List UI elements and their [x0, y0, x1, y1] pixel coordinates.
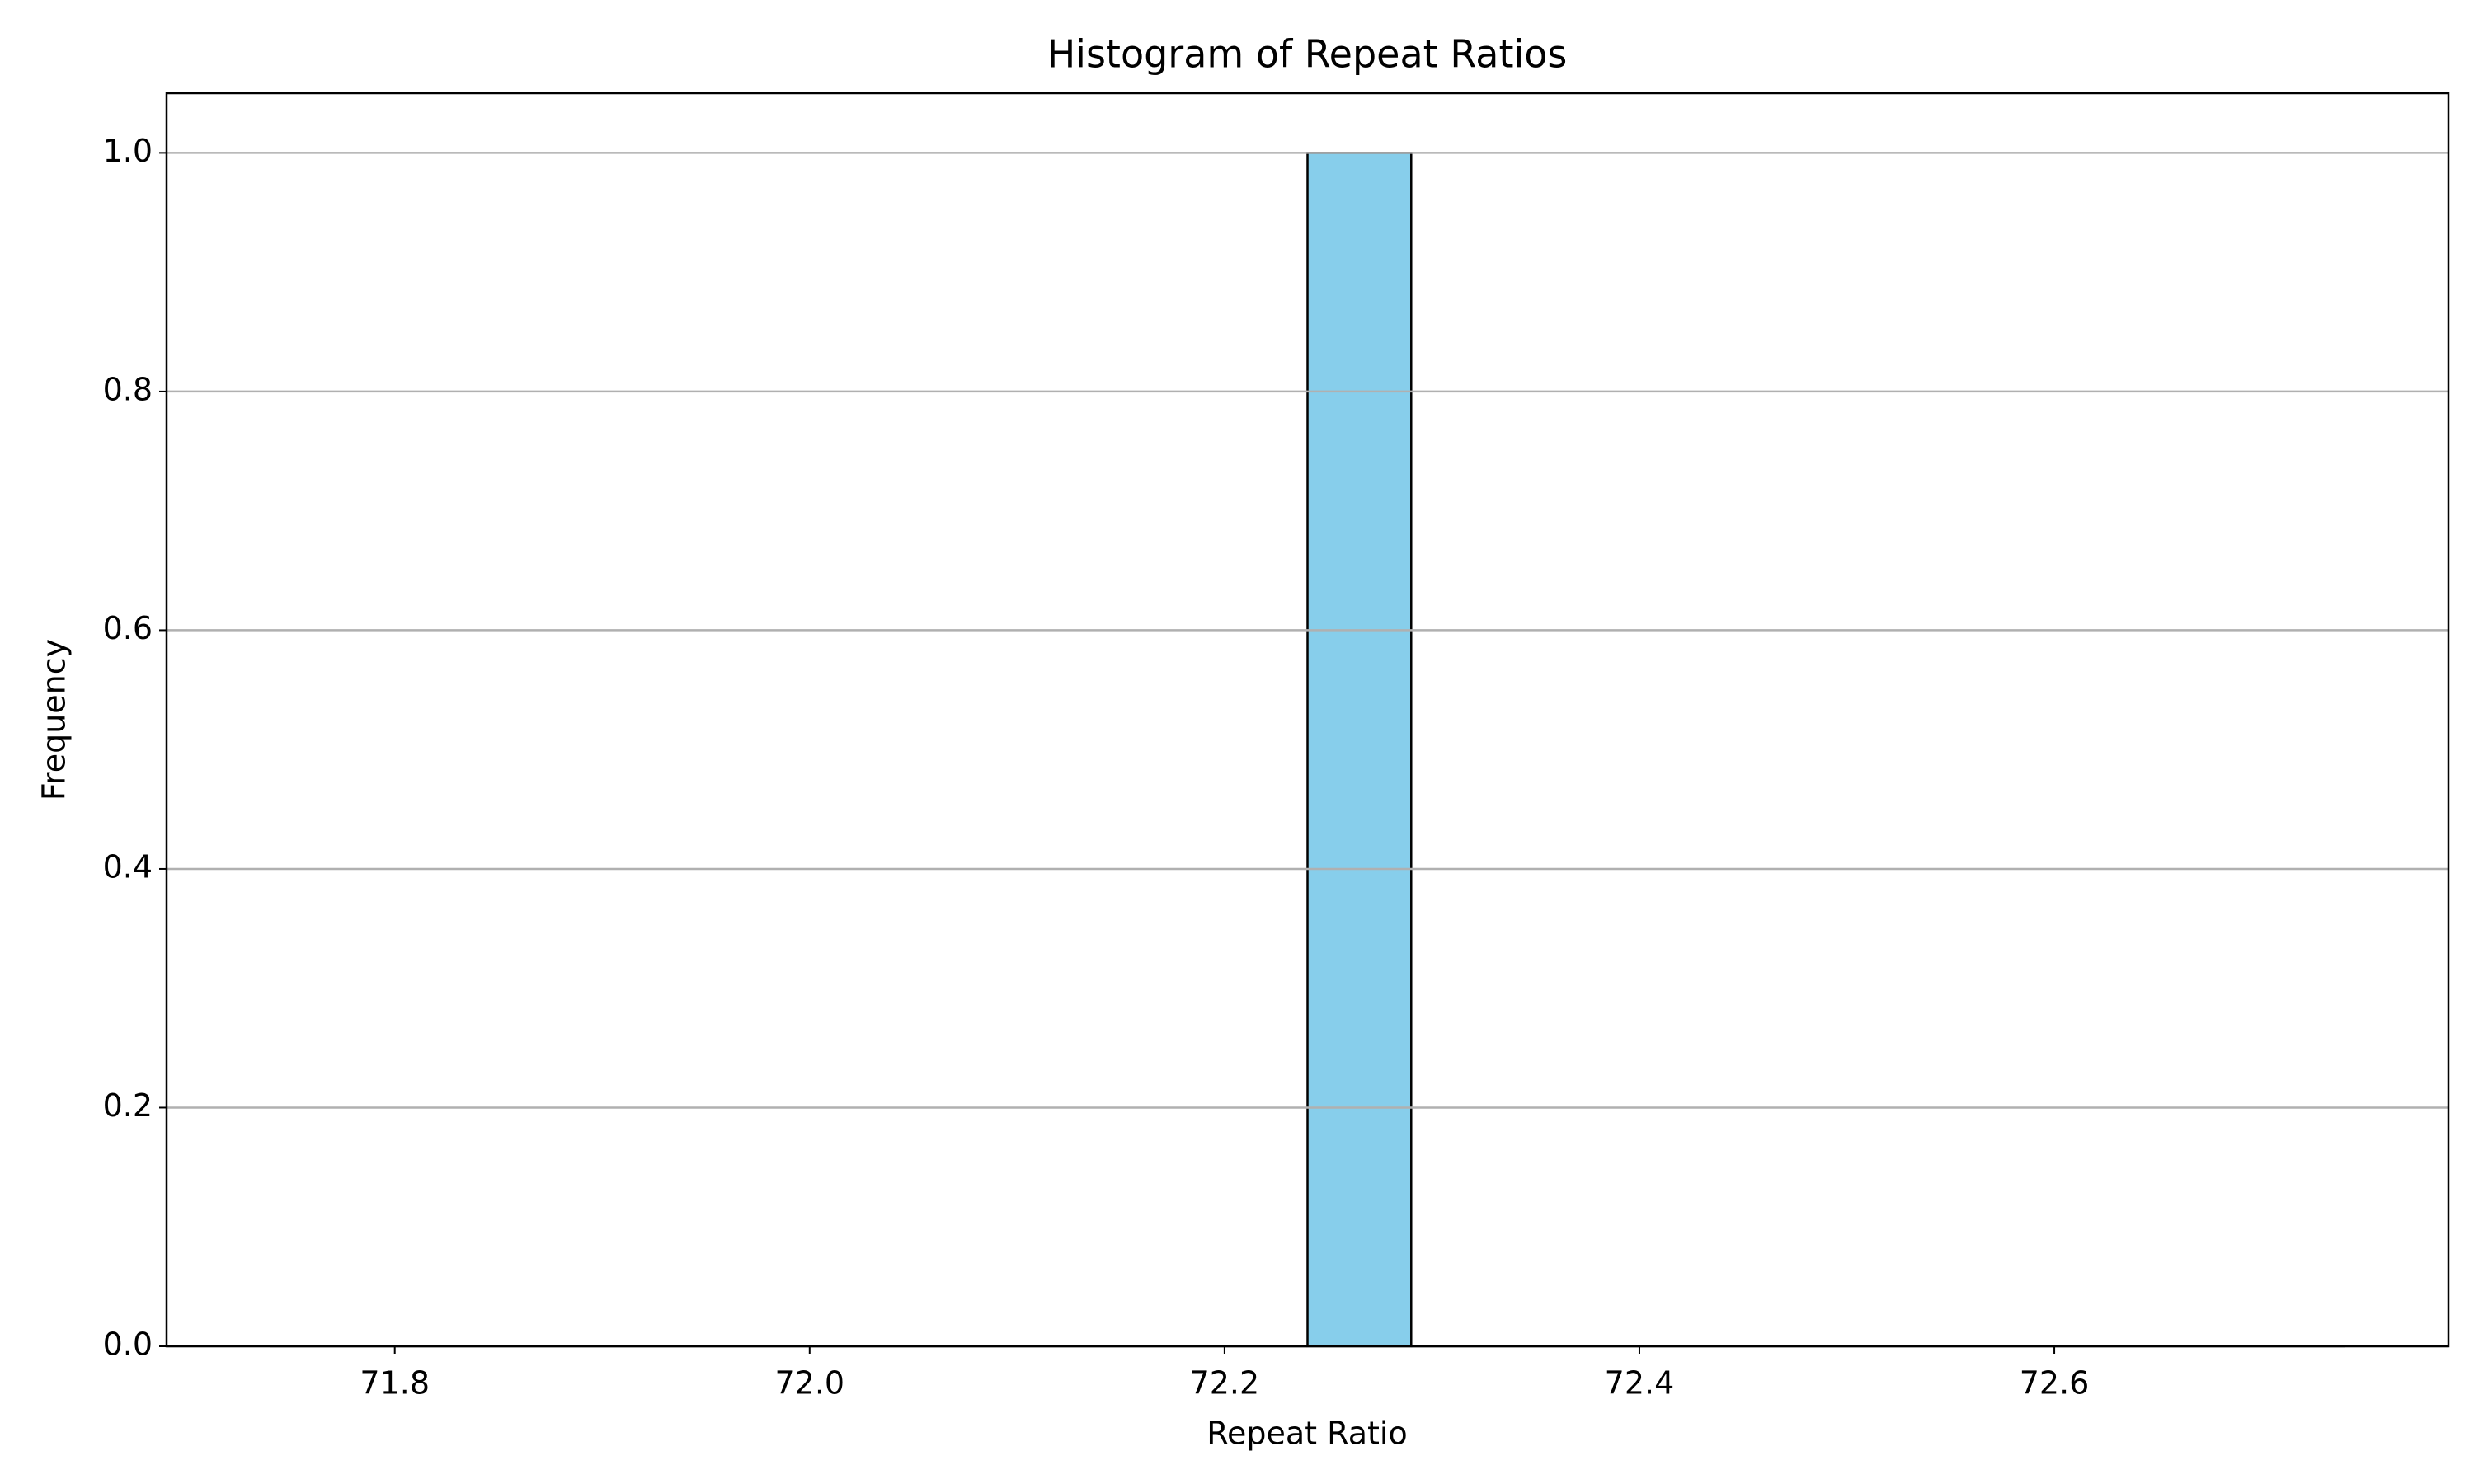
y-tick-label: 0.0 — [103, 1327, 153, 1363]
chart-title: Histogram of Repeat Ratios — [1047, 32, 1568, 77]
y-axis-label: Frequency — [36, 639, 73, 801]
x-tick-label: 72.6 — [2020, 1365, 2090, 1402]
x-tick-label: 72.4 — [1605, 1365, 1675, 1402]
y-tick-label: 0.6 — [103, 610, 153, 646]
y-tick-label: 0.2 — [103, 1087, 153, 1124]
x-axis-label: Repeat Ratio — [1206, 1416, 1407, 1452]
x-tick-label: 72.2 — [1190, 1365, 1260, 1402]
x-tick-label: 72.0 — [774, 1365, 844, 1402]
bar — [1306, 152, 1413, 1348]
y-tick-label: 1.0 — [103, 133, 153, 169]
x-tick-label: 71.8 — [360, 1365, 430, 1402]
y-tick-label: 0.4 — [103, 848, 153, 885]
y-tick-label: 0.8 — [103, 371, 153, 407]
plot-frame — [165, 92, 2450, 1348]
